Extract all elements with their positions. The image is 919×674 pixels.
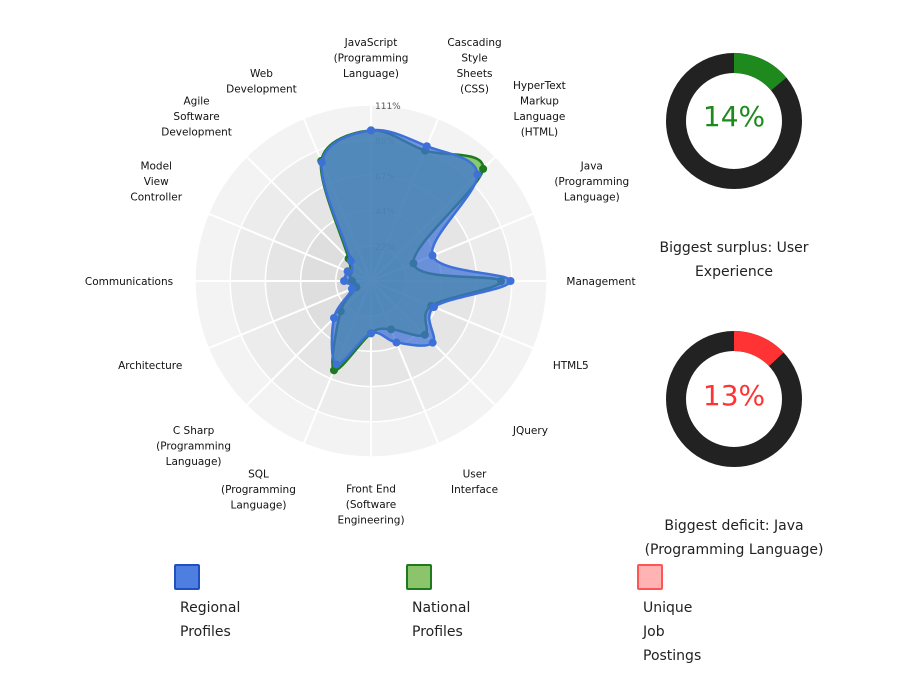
data-point[interactable]: [429, 303, 438, 312]
axis-label: Cascading Style Sheets (CSS): [447, 37, 501, 95]
legend-national-swatch: [406, 564, 432, 590]
legend-unique-postings-swatch: [637, 564, 663, 590]
axis-label: Web Development: [226, 68, 297, 96]
data-point[interactable]: [367, 126, 375, 135]
surplus-caption-line: Experience: [694, 264, 774, 280]
axis-label: SQL (Programming Language): [221, 468, 296, 511]
data-point[interactable]: [367, 329, 375, 338]
legend-label-line: National: [412, 600, 471, 616]
data-point[interactable]: [340, 277, 349, 285]
data-point[interactable]: [332, 360, 341, 369]
legend-label-line: Profiles: [180, 624, 231, 640]
data-point[interactable]: [428, 251, 437, 260]
deficit-caption-line: Biggest deficit: Java: [664, 518, 804, 534]
axis-label: Front End (Software Engineering): [337, 484, 404, 527]
axis-label: Communications: [85, 276, 173, 288]
data-point[interactable]: [422, 142, 431, 151]
axis-label: Architecture: [118, 360, 182, 372]
data-point[interactable]: [506, 277, 515, 285]
legend-national-label: National Profiles: [412, 596, 492, 644]
axis-label: Agile Software Development: [161, 96, 232, 139]
legend-label-line: Job: [643, 624, 665, 640]
axis-label: Model View Controller: [130, 161, 182, 204]
data-point[interactable]: [343, 267, 352, 276]
surplus-percentage: 14%: [702, 100, 766, 133]
data-point[interactable]: [346, 256, 355, 265]
grid-spoke: [208, 280, 372, 350]
axis-label: HTML5: [553, 360, 589, 372]
tick-label: 111%: [375, 102, 401, 112]
surplus-caption-line: Biggest surplus: User: [659, 240, 809, 256]
legend-unique-postings[interactable]: Unique Job Postings: [637, 564, 723, 668]
series-regional-profiles: [317, 126, 515, 369]
legend-regional-label: Regional Profiles: [180, 596, 260, 644]
axis-label: User Interface: [451, 468, 498, 496]
axis-label: Java (Programming Language): [554, 161, 629, 204]
legend-regional-swatch: [174, 564, 200, 590]
data-point[interactable]: [392, 338, 401, 347]
donut-arc: [733, 53, 787, 91]
legend-label-line: Unique: [643, 600, 693, 616]
radar-axis-labels: JavaScript (Programming Language) Cascading…: [85, 37, 636, 527]
axis-label: HyperText Markup Language (HTML): [513, 80, 566, 139]
axis-label: C Sharp (Programming Language): [156, 425, 231, 468]
legend-unique-postings-label: Unique Job Postings: [643, 596, 723, 668]
radar-series: [317, 126, 515, 375]
data-point[interactable]: [473, 170, 482, 179]
legend-regional[interactable]: Regional Profiles: [174, 564, 260, 644]
deficit-percentage: 13%: [702, 379, 766, 412]
deficit-caption-line: (Programming Language): [644, 542, 824, 558]
data-point[interactable]: [330, 313, 339, 322]
deficit-donut: [666, 331, 802, 467]
surplus-donut: [666, 53, 802, 189]
axis-label: JavaScript (Programming Language): [334, 37, 409, 80]
surplus-caption: Biggest surplus: User Experience: [634, 236, 834, 284]
legend-national[interactable]: National Profiles: [406, 564, 492, 644]
data-point[interactable]: [347, 284, 356, 293]
legend-label-line: Postings: [643, 648, 702, 664]
data-point[interactable]: [317, 158, 326, 167]
deficit-caption: Biggest deficit: Java (Programming Langu…: [624, 514, 844, 562]
legend-label-line: Profiles: [412, 624, 463, 640]
axis-label: Management: [566, 276, 635, 288]
data-point[interactable]: [428, 338, 437, 347]
axis-label: JQuery: [512, 425, 548, 437]
legend-label-line: Regional: [180, 600, 241, 616]
data-point[interactable]: [479, 164, 488, 173]
donut-arc: [733, 331, 784, 367]
